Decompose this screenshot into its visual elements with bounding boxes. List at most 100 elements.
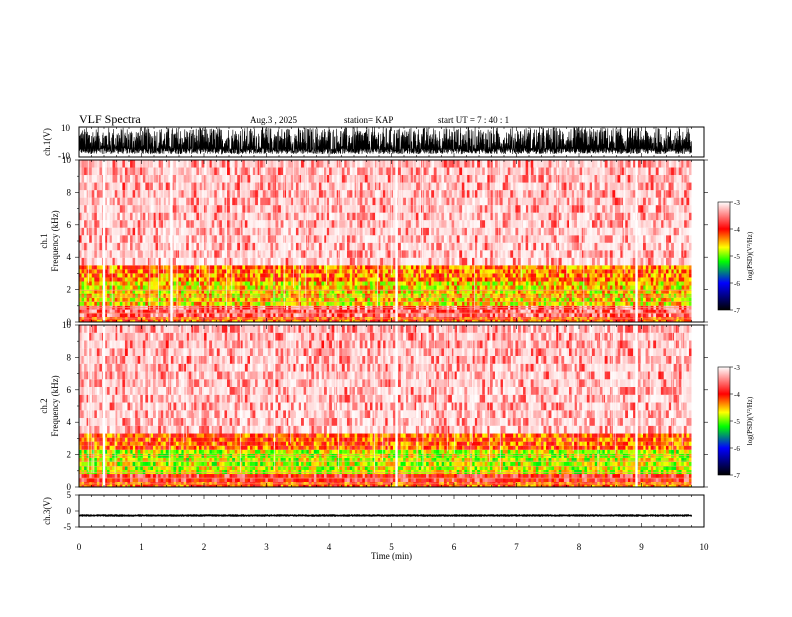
ch1-spectrogram-cell [531, 183, 534, 191]
ch1-spectrogram-cell [360, 235, 363, 243]
ch1-spectrogram-cell [658, 286, 661, 290]
ch1-spectrogram-cell [661, 258, 664, 266]
ch1-spectrogram-cell [577, 277, 580, 281]
ch1-spectrogram-cell [112, 302, 115, 306]
ch1-spectrogram-cell [426, 228, 429, 236]
ch1-spectrogram-cell [561, 282, 564, 286]
ch1-spectrogram-cell [143, 168, 146, 176]
ch1-spectrogram-cell [523, 213, 526, 221]
ch1-spectrogram-cell [355, 277, 358, 281]
ch1-spectrogram-cell [579, 168, 582, 176]
ch1-spectrogram-gap [413, 160, 414, 246]
ch1-spectrogram-cell [321, 190, 324, 198]
ch1-spectrogram-cell [268, 228, 271, 236]
ch1-spectrogram-cell [426, 294, 429, 298]
ch1-spectrogram-cell [339, 205, 342, 213]
ch1-spectrogram-cell [505, 213, 508, 221]
ch1-spectrogram-gap [391, 160, 392, 275]
ch1-spectrogram-cell [398, 273, 401, 277]
ch1-spectrogram-cell [372, 317, 375, 319]
ch1-spectrogram-cell [469, 269, 472, 273]
ch1-spectrogram-cell [413, 250, 416, 258]
ch1-spectrogram-cell [278, 213, 281, 221]
ch1-spectrogram-cell [270, 243, 273, 251]
ch1-spectrogram-cell [314, 282, 317, 286]
ch1-spectrogram-cell [546, 243, 549, 251]
ch1-spectrogram-cell [306, 273, 309, 277]
ch1-spectrogram-cell [117, 269, 120, 273]
ch1-spectrogram-cell [240, 183, 243, 191]
ch1-spectrogram-cell [595, 220, 598, 228]
ch1-spectrogram-cell [577, 273, 580, 277]
ch1-spectrogram-cell [505, 265, 508, 269]
ch1-spectrogram-cell [546, 168, 549, 176]
ch1-spectrogram-cell [332, 258, 335, 266]
ch1-spectrogram-cell [638, 265, 641, 269]
ch1-spectrogram-cell [646, 317, 649, 319]
ch1-spectrogram-cell [232, 265, 235, 269]
ch1-spectrogram-cell [610, 277, 613, 281]
ch1-spectrogram-cell [620, 273, 623, 277]
ch1-spectrogram-cell [380, 205, 383, 213]
ch1-spectrogram-cell [186, 168, 189, 176]
ch1-spectrogram-cell [327, 258, 330, 266]
ch1-spectrogram-cell [444, 198, 447, 206]
ch1-spectrogram-cell [191, 286, 194, 290]
ch1-spectrogram-gap [293, 160, 294, 288]
ch1-spectrogram-cell [311, 220, 314, 228]
ch1-spectrogram-cell [311, 213, 314, 221]
ch1-spectrogram-cell [135, 269, 138, 273]
ch1-spectrogram-cell [441, 205, 444, 213]
ch1-spectrogram-cell [592, 265, 595, 269]
ch1-spectrogram-cell [406, 286, 409, 290]
ch1-spectrogram-cell [605, 286, 608, 290]
ch1-spectrogram-cell [434, 198, 437, 206]
ch1-spectrogram-cell [459, 190, 462, 198]
ch1-spectrogram-cell [503, 313, 506, 317]
ch1-spectrogram-cell [212, 190, 215, 198]
ch1-spectrogram-cell [357, 317, 360, 319]
ch1-spectrogram-cell [227, 220, 230, 228]
ch1-spectrogram-cell [436, 317, 439, 319]
ch1-spectrogram-cell [370, 183, 373, 191]
ch1-spectrogram-cell [459, 298, 462, 302]
ch1-spectrogram-cell [498, 294, 501, 298]
ch1-spectrogram-cell [390, 294, 393, 298]
ch1-spectrogram-cell [543, 269, 546, 273]
ch1-spectrogram-cell [247, 294, 250, 298]
ch1-spectrogram-cell [561, 313, 564, 317]
ch1-spectrogram-cell [191, 269, 194, 273]
ch1-spectrogram-cell [666, 243, 669, 251]
ch1-spectrogram-cell [268, 183, 271, 191]
ch2-spectrogram-cell [92, 482, 95, 484]
ch1-spectrogram-cell [633, 265, 636, 269]
ch1-spectrogram-cell [309, 269, 312, 273]
ch1-spectrogram-cell [651, 273, 654, 277]
ch1-spectrogram-cell [339, 298, 342, 302]
ch1-spectrogram-cell [406, 213, 409, 221]
ch1-spectrogram-cell [214, 298, 217, 302]
ch1-spectrogram-cell [360, 190, 363, 198]
ch1-spectrogram-cell [651, 317, 654, 319]
ch1-spectrogram-cell [293, 313, 296, 317]
ch1-spectrogram-cell [630, 313, 633, 317]
ch1-spectrogram-cell [214, 258, 217, 266]
ch1-spectrogram-cell [508, 250, 511, 258]
ch1-spectrogram-cell [543, 213, 546, 221]
ch1-spectrogram-cell [92, 277, 95, 281]
ch1-spectrogram-cell [217, 213, 220, 221]
ch1-spectrogram-cell [360, 313, 363, 317]
ch1-spectrogram-cell [321, 313, 324, 317]
ch1-spectrogram-cell [148, 175, 151, 183]
ch1-spectrogram-cell [523, 205, 526, 213]
ch1-spectrogram-cell [401, 282, 404, 286]
ch1-spectrogram-cell [600, 250, 603, 258]
ch1-spectrogram-cell [426, 213, 429, 221]
ch1-spectrogram-cell [296, 265, 299, 269]
ch1-spectrogram-cell [214, 235, 217, 243]
ch1-spectrogram-cell [191, 302, 194, 306]
ch1-spectrogram-cell [370, 243, 373, 251]
ch1-spectrogram-cell [281, 294, 284, 298]
ch1-spectrogram-gap [109, 160, 110, 275]
